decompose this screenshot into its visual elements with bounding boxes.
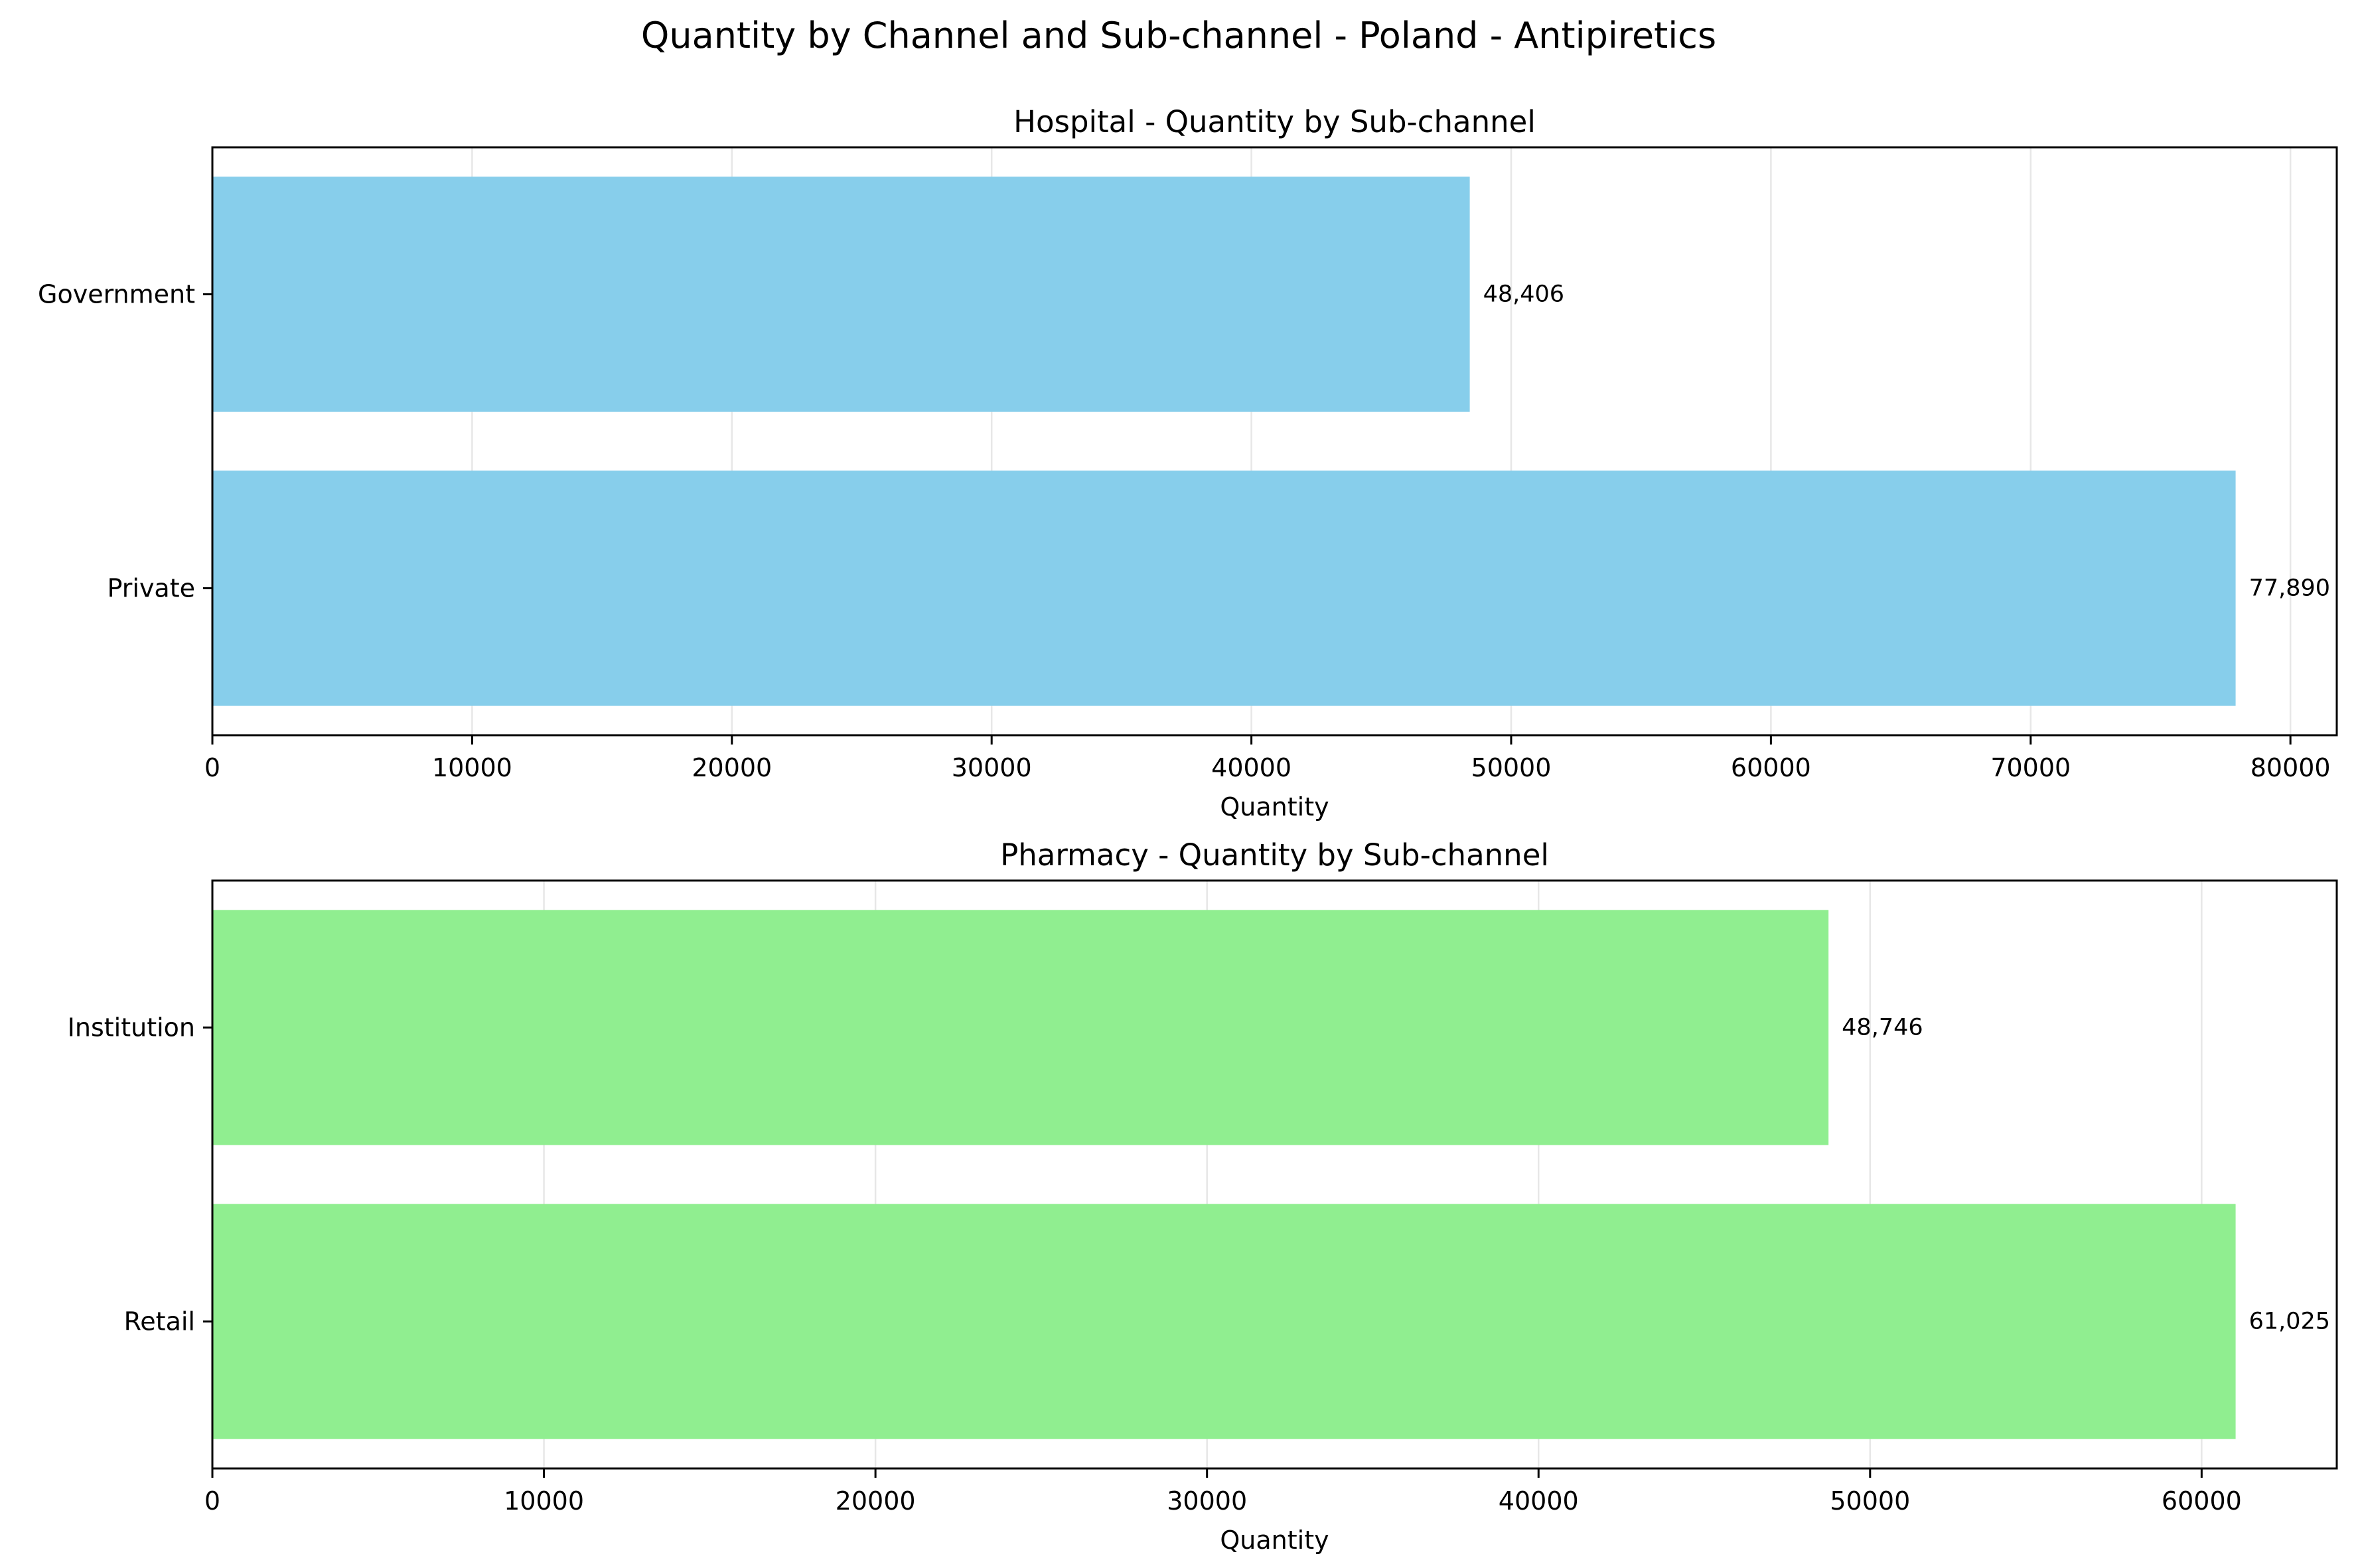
hospital-xtick-label-70000: 70000 bbox=[1990, 753, 2071, 782]
pharmacy-axes-frame bbox=[211, 879, 2338, 1470]
pharmacy-x-axis-label: Quantity bbox=[1220, 1526, 1329, 1555]
hospital-ytick-label-government: Government bbox=[38, 280, 195, 309]
hospital-xtick-label-20000: 20000 bbox=[692, 753, 772, 782]
pharmacy-chart-title: Pharmacy - Quantity by Sub-channel bbox=[1000, 837, 1549, 873]
hospital-chart: 48,406 Government 77,890 Private 0 10000 20000… bbox=[38, 104, 2338, 821]
hospital-chart-title: Hospital - Quantity by Sub-channel bbox=[1013, 104, 1536, 139]
hospital-xtick-label-10000: 10000 bbox=[432, 753, 512, 782]
pharmacy-value-label-retail: 61,025 bbox=[2249, 1309, 2330, 1335]
hospital-value-label-government: 48,406 bbox=[1483, 281, 1564, 308]
hospital-value-label-private: 77,890 bbox=[2249, 575, 2330, 602]
pharmacy-xtick-label-0: 0 bbox=[204, 1486, 220, 1516]
figure-title: Quantity by Channel and Sub-channel - Po… bbox=[641, 15, 1716, 56]
pharmacy-value-label-institution: 48,746 bbox=[1842, 1015, 1923, 1041]
pharmacy-bar-retail bbox=[212, 1204, 2236, 1439]
hospital-xtick-label-30000: 30000 bbox=[952, 753, 1032, 782]
hospital-bar-private bbox=[212, 470, 2236, 706]
hospital-xtick-label-80000: 80000 bbox=[2250, 753, 2331, 782]
pharmacy-ytick-label-institution: Institution bbox=[68, 1013, 195, 1042]
pharmacy-xtick-label-40000: 40000 bbox=[1499, 1486, 1579, 1516]
pharmacy-bar-institution bbox=[212, 910, 1829, 1145]
pharmacy-chart: 48,746 Institution 61,025 Retail 0 10000 20000… bbox=[68, 837, 2338, 1555]
hospital-xtick-label-60000: 60000 bbox=[1731, 753, 1811, 782]
hospital-xtick-label-40000: 40000 bbox=[1211, 753, 1291, 782]
hospital-axes-frame bbox=[211, 146, 2338, 737]
hospital-x-axis-label: Quantity bbox=[1220, 792, 1329, 821]
pharmacy-xtick-label-50000: 50000 bbox=[1830, 1486, 1910, 1516]
pharmacy-xtick-label-60000: 60000 bbox=[2162, 1486, 2242, 1516]
hospital-xtick-label-0: 0 bbox=[204, 753, 220, 782]
hospital-bar-government bbox=[212, 177, 1470, 412]
pharmacy-xtick-label-20000: 20000 bbox=[836, 1486, 916, 1516]
pharmacy-xtick-label-10000: 10000 bbox=[504, 1486, 584, 1516]
hospital-xtick-label-50000: 50000 bbox=[1471, 753, 1552, 782]
pharmacy-xtick-label-30000: 30000 bbox=[1167, 1486, 1247, 1516]
pharmacy-ytick-label-retail: Retail bbox=[124, 1307, 195, 1336]
hospital-ytick-label-private: Private bbox=[108, 574, 195, 603]
